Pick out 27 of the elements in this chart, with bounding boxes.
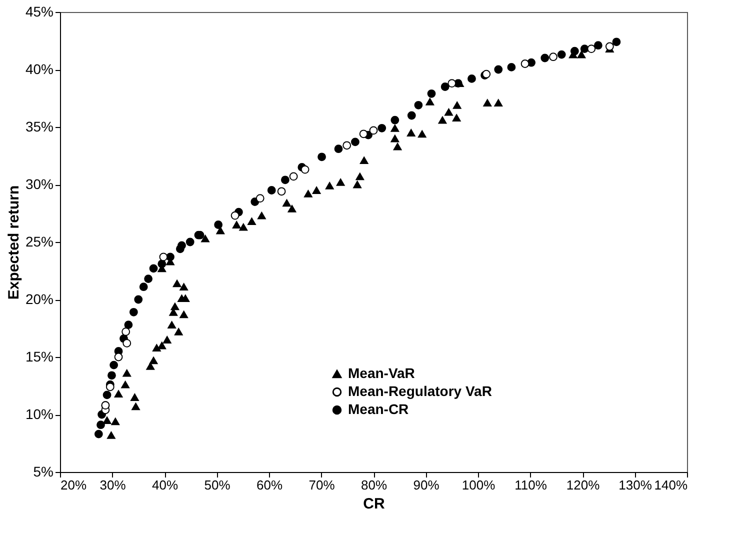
y-tick-label: 25% bbox=[25, 234, 54, 250]
x-tick-label: 140% bbox=[654, 478, 688, 492]
y-tick-label: 10% bbox=[25, 406, 54, 422]
y-tick-label: 15% bbox=[25, 348, 54, 364]
x-tick-label: 40% bbox=[152, 478, 178, 492]
x-tick-label: 30% bbox=[100, 478, 126, 492]
y-axis-title: Expected return bbox=[5, 185, 22, 300]
y-tick-label: 35% bbox=[25, 118, 54, 134]
x-axis-title: CR bbox=[363, 496, 385, 512]
y-tick-label: 5% bbox=[33, 464, 54, 480]
y-tick-label: 20% bbox=[25, 291, 54, 307]
x-tick-label: 120% bbox=[566, 478, 600, 492]
x-tick-label: 20% bbox=[60, 478, 87, 492]
x-tick-label: 100% bbox=[462, 478, 496, 492]
x-tick-label: 60% bbox=[256, 478, 283, 492]
x-tick-label: 90% bbox=[413, 478, 440, 492]
y-tick-label: 45% bbox=[25, 4, 54, 20]
x-tick-label: 110% bbox=[514, 478, 548, 492]
legend-label: Mean-VaR bbox=[348, 365, 415, 381]
y-tick-label: 40% bbox=[25, 61, 54, 77]
x-tick-label: 80% bbox=[360, 478, 388, 492]
y-tick-label: 30% bbox=[25, 176, 54, 192]
x-tick-label: 50% bbox=[204, 478, 231, 492]
x-tick-label: 70% bbox=[308, 478, 336, 492]
legend-label: Mean-Regulatory VaR bbox=[348, 383, 492, 399]
legend-label: Mean-CR bbox=[348, 401, 409, 417]
x-tick-label: 130% bbox=[618, 478, 652, 492]
